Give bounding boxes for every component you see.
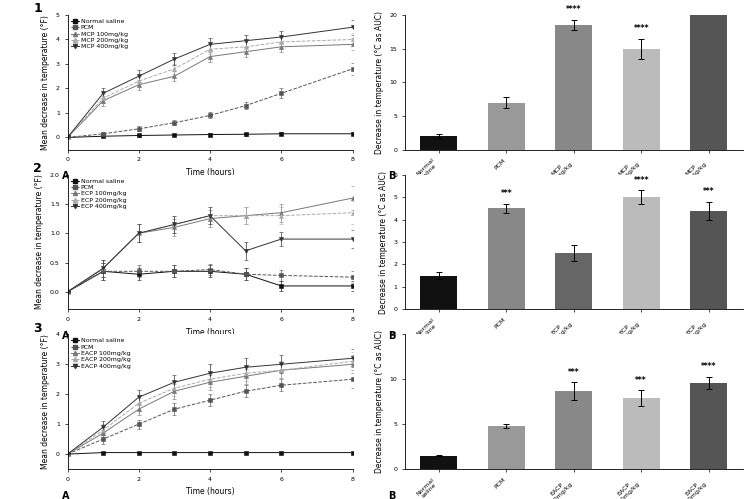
Bar: [690, 8, 728, 150]
Text: ***: ***: [500, 190, 512, 199]
Text: ****: ****: [634, 176, 649, 185]
Bar: [555, 253, 592, 309]
Y-axis label: Decrease in temperature (°C as AUC): Decrease in temperature (°C as AUC): [375, 11, 384, 154]
X-axis label: Time (hours): Time (hours): [550, 193, 598, 202]
Y-axis label: Mean decrease in temperature (°F): Mean decrease in temperature (°F): [35, 175, 44, 309]
Y-axis label: Decrease in temperature (°C as AUC): Decrease in temperature (°C as AUC): [379, 171, 388, 313]
Legend: Normal saline, PCM, ECP 100mg/kg, ECP 200mg/kg, ECP 400mg/kg: Normal saline, PCM, ECP 100mg/kg, ECP 20…: [70, 178, 127, 210]
Bar: [555, 25, 592, 150]
Bar: [420, 456, 458, 469]
Legend: Normal saline, PCM, EACP 100mg/kg, EACP 200mg/kg, EACP 400mg/kg: Normal saline, PCM, EACP 100mg/kg, EACP …: [70, 337, 131, 369]
Text: ***: ***: [703, 187, 715, 196]
Text: ***: ***: [568, 368, 580, 377]
Text: B: B: [388, 491, 395, 499]
X-axis label: Time (hours): Time (hours): [550, 353, 598, 362]
Bar: [622, 197, 660, 309]
Text: B: B: [388, 171, 395, 181]
Bar: [420, 136, 458, 150]
Text: 2: 2: [33, 162, 42, 175]
Bar: [690, 211, 728, 309]
Text: A: A: [62, 491, 69, 499]
X-axis label: Time (hours): Time (hours): [186, 327, 234, 336]
Bar: [488, 103, 525, 150]
Bar: [622, 49, 660, 150]
Text: A: A: [62, 331, 69, 341]
Bar: [488, 426, 525, 469]
Text: ****: ****: [700, 362, 716, 371]
Y-axis label: Decrease in temperature (°C as AUC): Decrease in temperature (°C as AUC): [375, 330, 384, 473]
Text: ****: ****: [566, 5, 581, 14]
Text: 1: 1: [33, 2, 42, 15]
X-axis label: Time (hours): Time (hours): [186, 487, 234, 496]
Y-axis label: Mean decrease in temperature (°F): Mean decrease in temperature (°F): [41, 334, 50, 469]
Bar: [555, 391, 592, 469]
Text: 3: 3: [33, 322, 42, 335]
Text: B: B: [388, 331, 395, 341]
Y-axis label: Mean decrease in temperature (°F): Mean decrease in temperature (°F): [41, 15, 50, 150]
Bar: [420, 275, 458, 309]
Legend: Normal saline, PCM, MCP 100mg/kg, MCP 200mg/kg, MCP 400mg/kg: Normal saline, PCM, MCP 100mg/kg, MCP 20…: [70, 18, 128, 50]
X-axis label: Time (hours): Time (hours): [186, 168, 234, 177]
Bar: [622, 398, 660, 469]
Text: ****: ****: [634, 24, 649, 33]
Bar: [488, 209, 525, 309]
Text: ***: ***: [635, 376, 647, 385]
Text: A: A: [62, 171, 69, 181]
Bar: [690, 383, 728, 469]
